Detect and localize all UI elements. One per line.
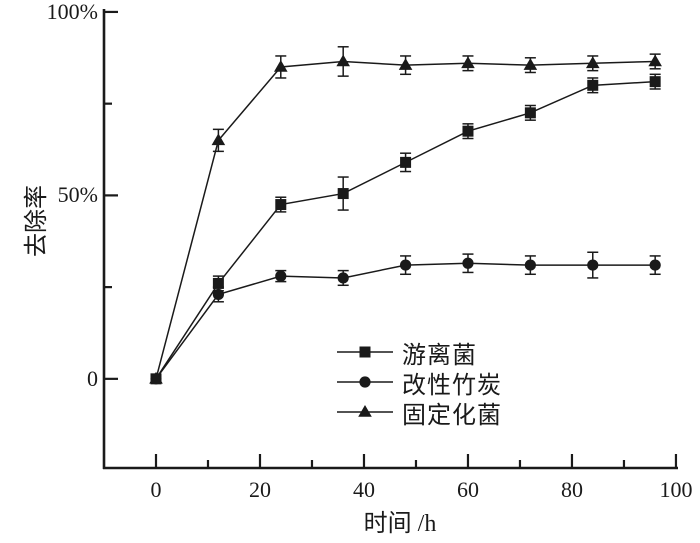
square-marker <box>587 79 599 91</box>
triangle-marker <box>648 54 662 67</box>
triangle-marker <box>211 133 226 146</box>
series-line <box>155 60 656 380</box>
square-marker <box>359 346 371 358</box>
legend: 游离菌 改性竹炭 固定化菌 <box>337 337 502 429</box>
triangle-marker <box>273 59 288 72</box>
triangle-marker <box>336 54 350 67</box>
legend-label: 固定化菌 <box>402 402 502 429</box>
legend-label: 改性竹炭 <box>402 372 502 399</box>
circle-marker <box>399 259 412 271</box>
triangle-marker <box>358 405 372 417</box>
x-tick-label: 0 <box>150 477 162 502</box>
x-tick-label: 80 <box>560 477 583 502</box>
square-marker <box>649 76 661 88</box>
legend-label: 游离菌 <box>402 342 477 369</box>
x-tick-label: 20 <box>248 477 271 502</box>
y-tick-label: 100% <box>46 0 98 24</box>
x-tick-label: 40 <box>352 477 375 502</box>
legend-square-marker-icon <box>337 343 393 361</box>
circle-marker <box>587 259 599 271</box>
circle-marker <box>649 259 661 271</box>
square-marker <box>337 188 349 200</box>
x-axis-title: 时间 /h <box>363 511 437 537</box>
circle-marker <box>275 270 287 282</box>
legend-key-canvas <box>337 346 393 358</box>
circle-marker <box>212 288 224 301</box>
legend-item-modified-bamboo-charcoal: 改性竹炭 <box>337 367 502 399</box>
triangle-marker <box>523 58 538 70</box>
legend-triangle-marker-icon <box>337 403 393 421</box>
square-marker <box>212 277 224 289</box>
legend-key-canvas <box>337 376 393 388</box>
triangle-marker <box>398 58 413 70</box>
triangle-marker <box>585 56 600 69</box>
x-tick-label: 60 <box>456 477 479 502</box>
square-marker <box>275 199 287 211</box>
circle-marker <box>524 259 536 271</box>
square-marker <box>462 125 474 137</box>
legend-item-free-bacteria: 游离菌 <box>337 337 502 369</box>
y-tick-label: 50% <box>57 182 98 208</box>
legend-item-immobilized-bacteria: 固定化菌 <box>337 397 502 429</box>
square-marker <box>524 107 536 119</box>
y-axis-title: 去除率 <box>24 185 50 257</box>
circle-marker <box>337 272 349 284</box>
legend-key-canvas <box>337 405 393 417</box>
triangle-marker <box>461 56 475 69</box>
x-tick-label: 100 <box>659 477 693 502</box>
square-marker <box>400 156 412 168</box>
triangle-marker <box>149 371 163 384</box>
circle-marker <box>359 376 371 388</box>
y-tick-label: 0 <box>87 365 98 391</box>
circle-marker <box>462 257 474 269</box>
legend-circle-marker-icon <box>337 373 393 391</box>
